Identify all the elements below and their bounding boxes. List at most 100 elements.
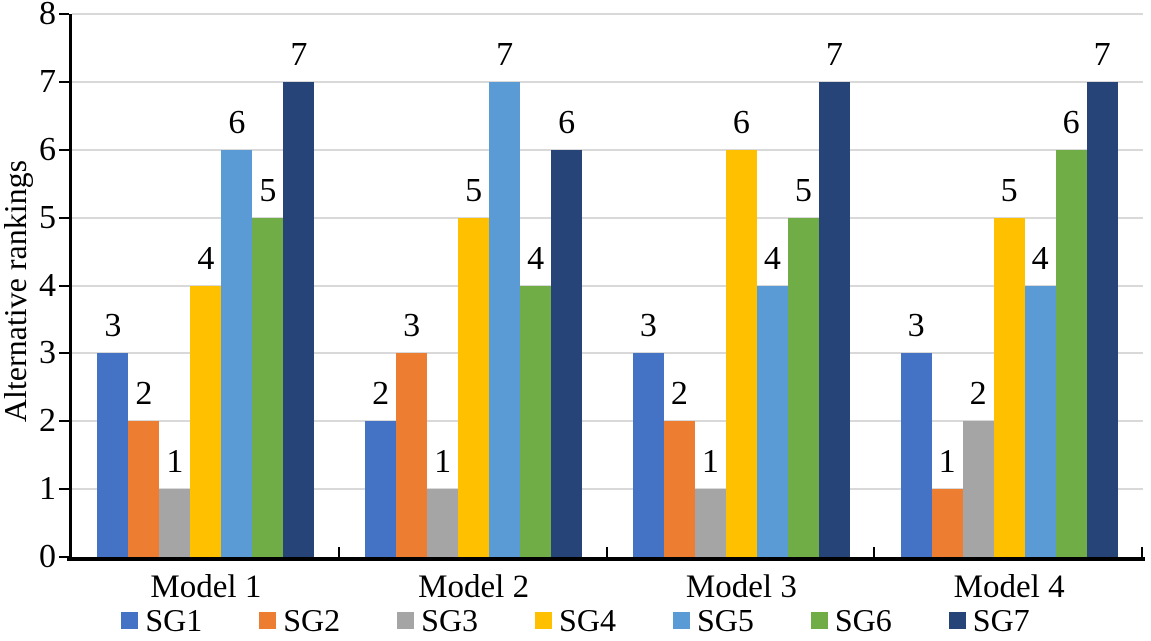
legend-swatch-sg2 [259, 611, 277, 629]
bar-value-label: 1 [166, 443, 184, 481]
bar-value-label: 7 [825, 35, 843, 73]
gridline-y4 [72, 284, 1143, 287]
bar-value-label: 2 [372, 375, 390, 413]
bar-sg1-3: 3 [632, 309, 664, 557]
y-tick-label-0: 0 [39, 538, 56, 575]
gridline-y3 [72, 352, 1143, 355]
bar-value-label: 2 [969, 375, 987, 413]
y-tick-label-5: 5 [39, 198, 56, 236]
legend-item-sg1: SG1 [121, 602, 202, 638]
legend-label-sg5: SG5 [696, 602, 754, 638]
bar-value-label: 6 [1062, 103, 1080, 141]
y-tick-label-3: 3 [39, 334, 56, 372]
bar-value-label: 7 [496, 35, 514, 73]
y-axis-tick-1 [59, 488, 69, 491]
y-tick-label-4: 4 [39, 266, 56, 304]
gridline-y8 [72, 13, 1143, 15]
legend-item-sg2: SG2 [259, 602, 340, 638]
x-category-label-2: Model 2 [418, 569, 530, 605]
legend-swatch-sg6 [810, 611, 828, 629]
bar-value-label: 7 [1093, 35, 1111, 73]
bar-sg3-1: 1 [159, 445, 191, 557]
bar-value-label: 4 [1031, 239, 1049, 277]
x-category-label-4: Model 4 [953, 569, 1065, 605]
legend-swatch-sg4 [535, 611, 553, 629]
y-tick-label-2: 2 [39, 402, 56, 440]
bar-value-label: 4 [527, 239, 545, 277]
bar-sg4-2: 5 [458, 173, 490, 557]
bar-value-label: 4 [197, 239, 215, 277]
bar-sg7-3: 7 [818, 37, 850, 557]
legend-swatch-sg7 [948, 611, 966, 629]
gridline-y7 [72, 80, 1143, 83]
y-tick-label-6: 6 [39, 130, 56, 168]
legend-item-sg6: SG6 [810, 602, 892, 638]
bar-sg6-2: 4 [520, 241, 552, 557]
bar-sg5-2: 7 [489, 37, 521, 557]
gridline-y5 [72, 216, 1143, 219]
legend-swatch-sg1 [121, 611, 139, 629]
legend-label-sg4: SG4 [559, 602, 616, 638]
legend-label-sg6: SG6 [834, 602, 892, 638]
bar-value-label: 3 [907, 307, 925, 345]
x-category-label-3: Model 3 [685, 569, 797, 605]
bar-value-label: 5 [1000, 171, 1018, 209]
bar-value-label: 2 [670, 375, 688, 413]
y-tick-label-7: 7 [39, 62, 56, 100]
bar-sg3-3: 1 [694, 445, 726, 557]
bar-sg2-3: 2 [663, 377, 695, 557]
y-tick-label-8: 8 [39, 0, 56, 32]
bar-sg2-1: 2 [128, 377, 160, 557]
bar-value-label: 1 [434, 443, 452, 481]
y-axis-tick-6 [59, 148, 69, 151]
bar-value-label: 4 [763, 239, 781, 277]
legend-swatch-sg3 [397, 611, 415, 629]
bar-value-label: 6 [732, 103, 750, 141]
x-axis-line [67, 557, 1145, 561]
legend: SG1 SG2 SG3 SG4 SG5 SG6 SG7 [0, 602, 1151, 638]
x-axis-tick-2 [605, 547, 608, 557]
bar-value-label: 1 [701, 443, 719, 481]
gridline-y1 [72, 488, 1143, 491]
bar-sg1-1: 3 [97, 309, 129, 557]
bar-value-label: 6 [558, 103, 576, 141]
legend-item-sg7: SG7 [948, 602, 1030, 638]
bar-sg2-2: 3 [396, 309, 428, 557]
bar-sg6-3: 5 [787, 173, 819, 557]
y-axis-tick-labels: 0 1 2 3 4 5 6 7 8 [0, 0, 56, 641]
y-axis-tick-3 [59, 352, 69, 355]
y-tick-label-1: 1 [39, 470, 56, 508]
bar-value-label: 3 [403, 307, 421, 345]
legend-item-sg5: SG5 [672, 602, 754, 638]
y-axis-line [69, 14, 72, 561]
bar-sg3-4: 2 [962, 377, 994, 557]
x-category-label-1: Model 1 [150, 569, 262, 605]
gridline-y2 [72, 420, 1143, 423]
y-axis-tick-2 [59, 420, 69, 423]
legend-item-sg4: SG4 [535, 602, 616, 638]
bar-value-label: 1 [938, 443, 956, 481]
bar-sg7-4: 7 [1086, 37, 1118, 557]
bar-sg1-2: 2 [365, 377, 397, 557]
legend-label-sg3: SG3 [421, 602, 479, 638]
bar-sg1-4: 3 [900, 309, 932, 557]
x-axis-tick-4 [1141, 547, 1143, 557]
legend-label-sg1: SG1 [145, 602, 203, 638]
gridline-y6 [72, 148, 1143, 151]
bar-sg2-4: 1 [931, 445, 963, 557]
bar-sg4-1: 4 [190, 241, 222, 557]
x-axis-tick-1 [337, 547, 340, 557]
bar-sg6-4: 6 [1055, 105, 1087, 557]
bar-sg7-1: 7 [283, 37, 315, 557]
legend-swatch-sg5 [672, 611, 690, 629]
legend-label-sg7: SG7 [972, 602, 1030, 638]
x-axis-tick-3 [873, 547, 876, 557]
y-axis-tick-0 [59, 556, 69, 558]
y-axis-tick-7 [59, 80, 69, 83]
